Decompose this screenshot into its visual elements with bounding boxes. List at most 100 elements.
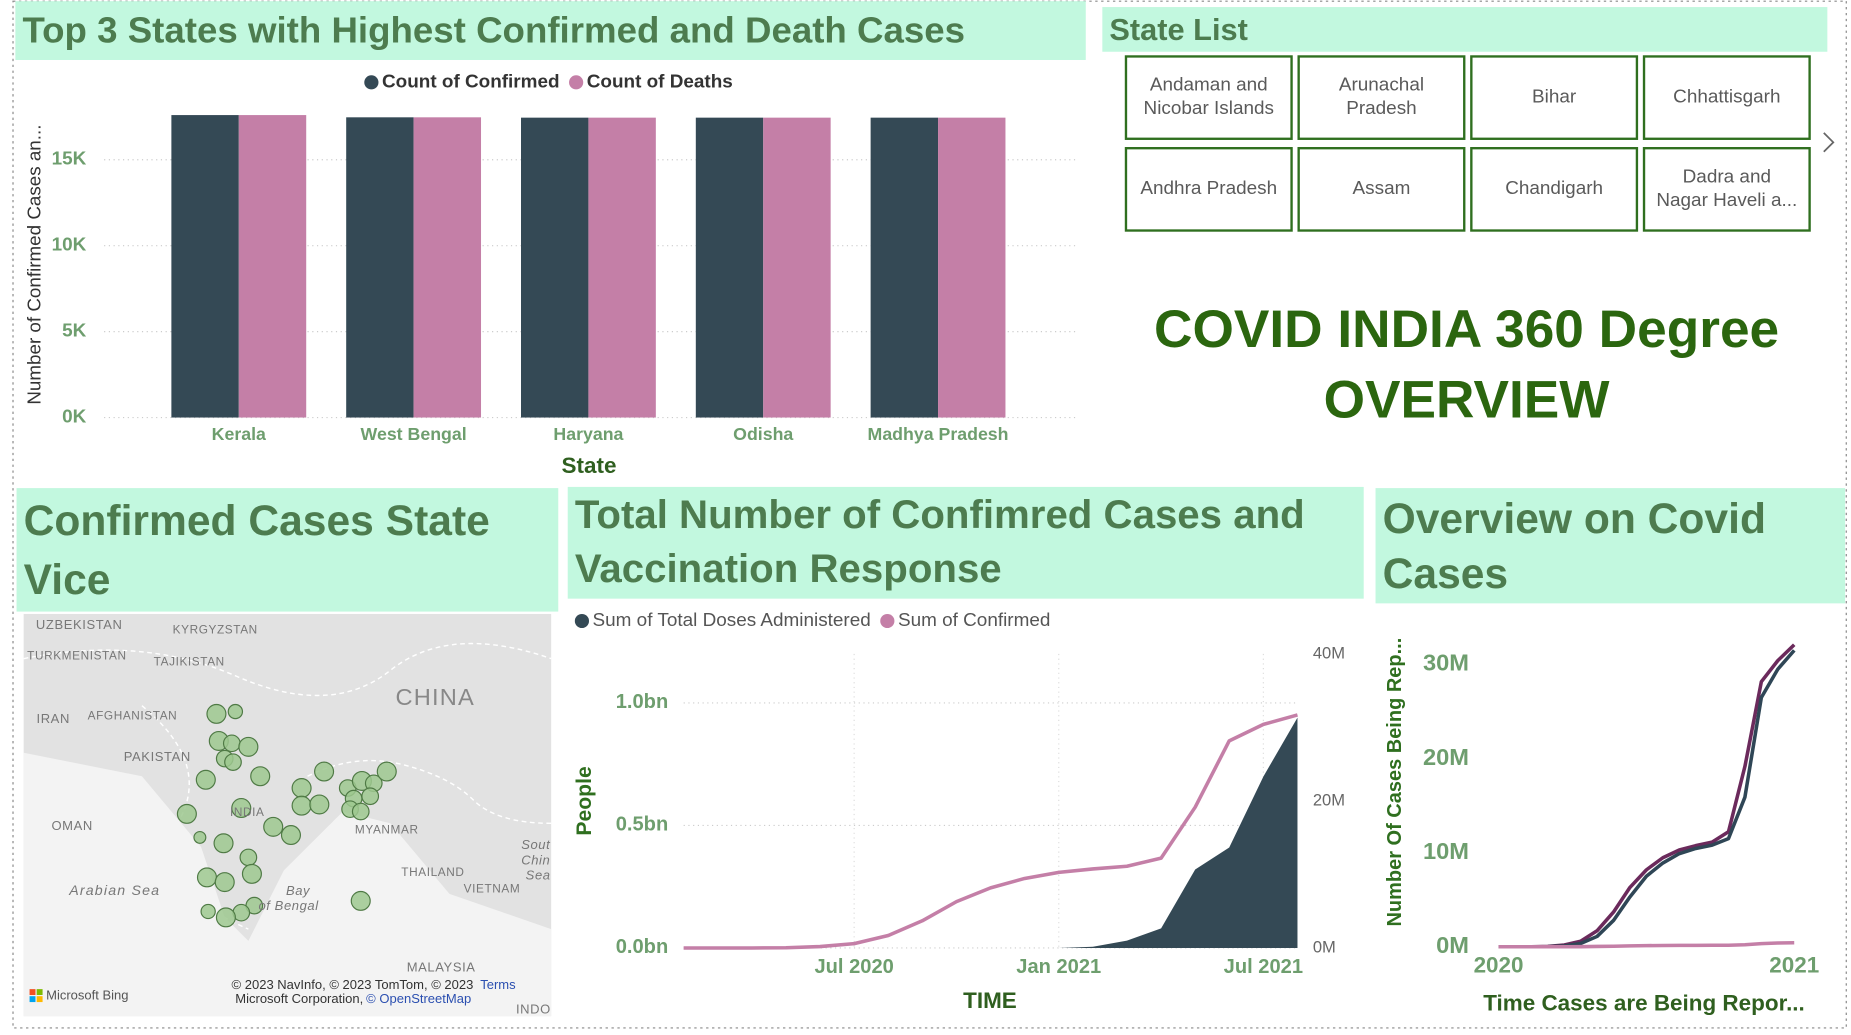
line xyxy=(1498,649,1796,949)
bar xyxy=(346,117,414,418)
map-bubble xyxy=(224,753,242,771)
legend-label: Count of Deaths xyxy=(587,70,733,91)
y-axis-label: Number of Confirmed Cases an... xyxy=(23,125,44,405)
next-page-arrow[interactable] xyxy=(1823,132,1835,153)
map-label: VIETNAM xyxy=(464,882,521,895)
state-button[interactable]: Bihar xyxy=(1470,55,1639,140)
y-tick-label: 0.5bn xyxy=(616,814,669,836)
legend-marker xyxy=(880,613,895,629)
bar xyxy=(521,117,589,418)
map-attribution: © 2023 NavInfo, © 2023 TomTom, © 2023 xyxy=(232,977,474,992)
map-attribution: Terms xyxy=(480,977,516,992)
map-bubble xyxy=(195,769,216,790)
state-button[interactable]: Chandigarh xyxy=(1470,147,1639,232)
map-bubble xyxy=(227,703,244,720)
bar xyxy=(695,117,764,418)
map-bubble xyxy=(214,872,235,893)
map-bubble xyxy=(263,816,284,837)
state-list-title: State List xyxy=(1102,7,1828,52)
bar xyxy=(413,117,482,418)
chart-title: Total Number of Confimred Cases and Vacc… xyxy=(567,486,1364,599)
map-label: OMAN xyxy=(51,818,92,833)
y-tick-label: 20M xyxy=(1423,744,1469,770)
x-tick-label: Jul 2020 xyxy=(814,956,893,978)
y-tick-label: 0K xyxy=(62,406,87,427)
state-button[interactable]: Andhra Pradesh xyxy=(1124,147,1293,232)
map-label: Chin xyxy=(521,852,550,867)
x-tick-label: Jul 2021 xyxy=(1224,956,1303,978)
legend-label: Count of Confirmed xyxy=(382,70,560,91)
y2-tick-label: 0M xyxy=(1313,938,1336,956)
y-tick-label: 5K xyxy=(62,320,87,341)
map-bubble xyxy=(314,761,335,782)
state-button[interactable]: Andaman and Nicobar Islands xyxy=(1124,55,1293,140)
y-tick-label: 0M xyxy=(1436,932,1469,958)
map-bubble xyxy=(361,787,380,806)
map-sea xyxy=(23,752,552,1017)
y-tick-label: 10M xyxy=(1423,838,1469,864)
x-axis-label: TIME xyxy=(963,988,1017,1013)
map-label: AFGHANISTAN xyxy=(88,709,178,722)
bar xyxy=(238,115,307,418)
map-bubble xyxy=(200,903,216,920)
bar xyxy=(870,117,939,418)
y-axis-label: People xyxy=(573,766,596,836)
area xyxy=(1058,717,1298,948)
legend-marker xyxy=(364,75,379,90)
map-label: Sout xyxy=(521,837,551,852)
chart-title: Top 3 States with Highest Confirmed and … xyxy=(15,1,1086,60)
bing-logo xyxy=(36,989,43,996)
map-label: TAJIKISTAN xyxy=(154,655,225,668)
map-label: KYRGYZSTAN xyxy=(173,624,258,637)
map-attribution: Microsoft Corporation, xyxy=(235,991,363,1006)
map-label: Arabian Sea xyxy=(68,882,160,898)
bing-logo xyxy=(29,989,36,996)
map-bubble xyxy=(176,803,197,824)
map-bubble xyxy=(196,867,218,888)
x-tick-label: Haryana xyxy=(553,424,623,444)
map-bubble xyxy=(280,825,302,846)
x-tick-label: Kerala xyxy=(212,424,266,444)
x-axis-label: State xyxy=(562,453,617,478)
bar xyxy=(588,117,656,418)
state-button[interactable]: Dadra and Nagar Haveli a... xyxy=(1642,147,1811,232)
map-bubble xyxy=(238,736,259,757)
state-button[interactable]: Arunachal Pradesh xyxy=(1297,55,1466,140)
y-tick-label: 15K xyxy=(52,148,87,169)
y-tick-label: 0.0bn xyxy=(616,936,669,958)
state-button[interactable]: Assam xyxy=(1297,147,1466,232)
map-bubble xyxy=(231,798,252,819)
x-tick-label: Odisha xyxy=(733,424,793,444)
map-label: TURKMENISTAN xyxy=(27,649,126,662)
map-label: IRAN xyxy=(37,711,70,726)
state-button[interactable]: Chhattisgarh xyxy=(1642,55,1811,140)
map-label: INDO xyxy=(516,1002,551,1017)
map-bubble xyxy=(215,907,236,928)
map-bubble xyxy=(250,766,271,787)
map-label: of Bengal xyxy=(258,898,319,913)
map-label: MYANMAR xyxy=(355,823,419,836)
y2-tick-label: 20M xyxy=(1313,791,1345,809)
map-bubble xyxy=(239,848,258,867)
map-label: Sea xyxy=(526,868,551,883)
headline: COVID INDIA 360 Degree OVERVIEW xyxy=(1154,298,1780,430)
x-tick-label: 2021 xyxy=(1769,953,1819,978)
line xyxy=(1498,643,1796,949)
map-label: UZBEKISTAN xyxy=(36,617,123,632)
bar xyxy=(171,115,239,418)
y-tick-label: 1.0bn xyxy=(616,691,669,713)
legend-marker xyxy=(574,613,590,629)
x-tick-label: Madhya Pradesh xyxy=(868,424,1009,444)
map-label: Bay xyxy=(286,883,311,898)
map-label: CHINA xyxy=(396,684,475,710)
y-tick-label: 30M xyxy=(1423,650,1469,676)
map-label: PAKISTAN xyxy=(124,749,191,764)
map-bubble xyxy=(213,833,234,854)
chart-title: Overview on Covid Cases xyxy=(1375,488,1846,604)
map-attribution: Microsoft Bing xyxy=(46,988,128,1003)
bing-logo xyxy=(29,996,36,1003)
y-tick-label: 10K xyxy=(52,234,87,255)
y-axis-label: Number Of Cases Being Rep... xyxy=(1384,638,1406,927)
legend-label: Sum of Total Doses Administered xyxy=(593,609,871,630)
